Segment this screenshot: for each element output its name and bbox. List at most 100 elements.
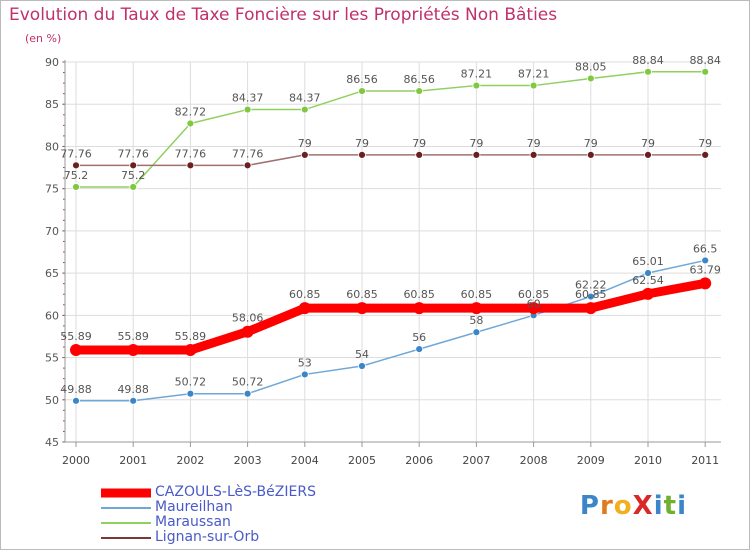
logo-letter: i xyxy=(653,491,664,521)
x-tick-label: 2006 xyxy=(405,454,433,467)
data-label-maraussan: 86.56 xyxy=(346,73,378,86)
data-label-lignan: 79 xyxy=(355,137,369,150)
y-tick-label: 90 xyxy=(45,56,59,69)
data-point-cazouls xyxy=(241,325,254,338)
data-label-lignan: 79 xyxy=(641,137,655,150)
data-label-maureilhan: 65.01 xyxy=(632,255,664,268)
data-point-maraussan xyxy=(358,87,366,95)
data-point-lignan xyxy=(186,161,195,170)
legend-swatch-lignan xyxy=(101,532,151,544)
legend-label-maraussan: Maraussan xyxy=(155,514,231,530)
y-tick-label: 80 xyxy=(45,140,59,153)
data-label-maureilhan: 54 xyxy=(355,348,369,361)
data-label-lignan: 79 xyxy=(412,137,426,150)
data-point-maraussan xyxy=(644,67,652,76)
data-point-lignan xyxy=(72,161,80,170)
data-point-cazouls xyxy=(642,287,654,300)
data-point-lignan xyxy=(586,150,595,159)
logo-letter: o xyxy=(613,491,633,521)
y-tick-label: 45 xyxy=(45,436,59,449)
data-point-maureilhan xyxy=(472,328,481,337)
data-point-lignan xyxy=(415,150,424,159)
data-label-cazouls: 55.89 xyxy=(175,330,207,343)
logo-letter: r xyxy=(599,491,614,521)
proxiti-logo: ProXiti xyxy=(580,491,687,521)
data-point-lignan xyxy=(243,161,252,170)
data-point-cazouls xyxy=(127,344,140,357)
data-label-cazouls: 60.85 xyxy=(403,288,435,301)
data-point-maraussan xyxy=(586,74,595,83)
data-point-maraussan xyxy=(472,81,481,90)
y-tick-label: 50 xyxy=(45,394,59,407)
data-point-maureilhan xyxy=(72,396,80,405)
data-point-maureilhan xyxy=(358,362,366,370)
legend-item-lignan[interactable]: Lignan-sur-Orb xyxy=(101,530,316,545)
x-tick-label: 2008 xyxy=(520,454,548,467)
data-point-lignan xyxy=(358,150,366,159)
data-label-maureilhan: 50.72 xyxy=(175,376,207,389)
data-label-maraussan: 84.37 xyxy=(289,92,321,105)
x-tick-label: 2003 xyxy=(234,454,262,467)
data-label-cazouls: 60.85 xyxy=(346,288,378,301)
data-point-maraussan xyxy=(300,105,309,114)
data-label-maraussan: 75.2 xyxy=(64,169,89,182)
data-label-maureilhan: 56 xyxy=(412,331,426,344)
legend-item-maraussan[interactable]: Maraussan xyxy=(101,515,316,530)
data-point-cazouls xyxy=(470,302,483,315)
data-label-maureilhan: 60 xyxy=(527,297,541,310)
logo-letter: X xyxy=(632,491,654,521)
legend-item-cazouls[interactable]: CAZOULS-LèS-BéZIERS xyxy=(101,485,316,500)
data-label-maraussan: 87.21 xyxy=(461,68,493,81)
logo-letter: i xyxy=(677,491,687,521)
data-label-lignan: 77.76 xyxy=(60,147,92,160)
data-label-cazouls: 55.89 xyxy=(117,330,149,343)
legend-label-maureilhan: Maureilhan xyxy=(155,499,233,515)
data-point-lignan xyxy=(129,161,138,170)
data-point-maureilhan xyxy=(186,389,195,398)
data-label-lignan: 79 xyxy=(584,137,598,150)
data-point-cazouls xyxy=(527,302,540,315)
data-point-maureilhan xyxy=(243,389,252,398)
y-tick-label: 60 xyxy=(45,309,59,322)
data-point-maureilhan xyxy=(415,345,424,354)
data-label-maureilhan: 66.5 xyxy=(693,242,718,255)
logo-letter: P xyxy=(579,491,600,521)
legend-item-maureilhan[interactable]: Maureilhan xyxy=(101,500,316,515)
legend-swatch-maraussan xyxy=(101,517,151,529)
chart-subtitle: (en %) xyxy=(25,32,62,45)
y-tick-label: 85 xyxy=(45,98,59,111)
legend-swatch-cazouls xyxy=(101,487,151,499)
data-label-maraussan: 88.84 xyxy=(632,54,664,67)
y-tick-label: 75 xyxy=(45,183,59,196)
data-point-maureilhan xyxy=(129,396,138,405)
series-line-cazouls xyxy=(76,278,707,355)
data-label-maureilhan: 49.88 xyxy=(117,383,149,396)
data-point-maraussan xyxy=(72,183,80,191)
legend: CAZOULS-LèS-BéZIERS Maureilhan Maraussan… xyxy=(101,485,316,545)
data-label-maraussan: 88.05 xyxy=(575,60,607,73)
x-tick-label: 2001 xyxy=(119,454,147,467)
data-label-lignan: 79 xyxy=(527,137,541,150)
data-point-maureilhan xyxy=(644,269,652,277)
data-label-lignan: 79 xyxy=(298,137,312,150)
data-label-maraussan: 75.2 xyxy=(121,169,146,182)
y-tick-label: 70 xyxy=(45,225,59,238)
x-tick-label: 2000 xyxy=(62,454,90,467)
data-label-lignan: 77.76 xyxy=(175,147,207,160)
data-point-lignan xyxy=(701,150,710,159)
data-point-lignan xyxy=(529,150,538,159)
chart-title: Evolution du Taux de Taxe Foncière sur l… xyxy=(9,5,558,25)
x-tick-label: 2002 xyxy=(176,454,204,467)
data-point-maraussan xyxy=(186,119,195,128)
y-tick-label: 65 xyxy=(45,267,59,280)
data-label-lignan: 77.76 xyxy=(232,147,264,160)
data-point-maraussan xyxy=(701,67,710,76)
data-label-maraussan: 88.84 xyxy=(689,54,721,67)
data-label-cazouls: 58.06 xyxy=(232,312,264,325)
data-point-maureilhan xyxy=(701,256,710,265)
y-tick-label: 55 xyxy=(45,352,59,365)
data-label-maureilhan: 49.88 xyxy=(60,383,92,396)
data-point-maraussan xyxy=(129,183,138,191)
data-label-cazouls: 60.85 xyxy=(575,288,607,301)
